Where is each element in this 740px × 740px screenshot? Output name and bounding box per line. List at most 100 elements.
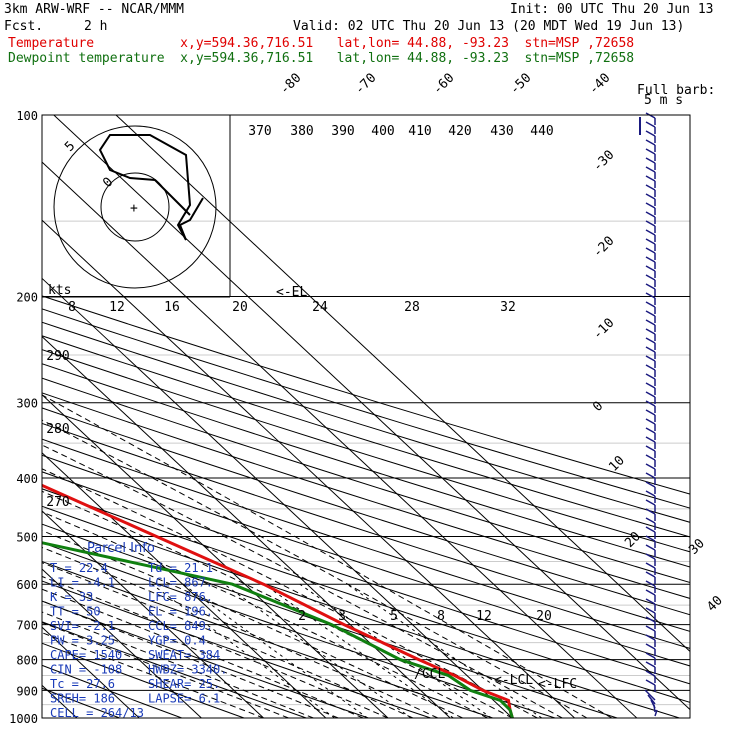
wind-barb-flag — [645, 436, 656, 443]
parcel-info-left: PW = 3.25 — [50, 634, 115, 648]
parcel-info-left: Tc = 27.6 — [50, 677, 115, 691]
wind-barb-flag — [645, 337, 656, 344]
wind-barb-flag — [645, 175, 656, 182]
hodograph: + kts 5 0 — [42, 115, 231, 298]
moist-adiabat — [42, 632, 264, 718]
speed-ring-label: 32 — [500, 300, 516, 315]
isotherm-label: 20 — [622, 529, 644, 551]
valid-time: Valid: 02 UTC Thu 20 Jun 13 (20 MDT Wed … — [293, 19, 685, 34]
wind-barb-flag — [645, 517, 656, 524]
isotherm-label: -10 — [590, 316, 617, 343]
full-barb-label: Full barb: — [637, 83, 715, 98]
parcel-info-left: SVI= -2.1 — [50, 619, 115, 633]
moist-adiabat — [42, 490, 513, 718]
pressure-label: 200 — [16, 291, 38, 305]
isotherm-label: 0 — [590, 399, 606, 415]
wind-barb-flag — [645, 319, 656, 326]
wind-barb — [654, 709, 658, 717]
parcel-info-right: LCL= 867. — [148, 576, 213, 590]
speed-ring-label: 8 — [68, 300, 76, 315]
wind-barb-flag — [645, 346, 656, 353]
isotherm — [42, 219, 576, 718]
hodograph-kts: kts — [48, 283, 71, 298]
mixing-ratio-label: 20 — [536, 609, 552, 624]
parcel-info-left: CAPE= 1540 — [50, 648, 122, 662]
level-annotation: <-LCL — [494, 673, 533, 688]
parcel-info-right: LAPSE= 6.1 — [148, 692, 220, 706]
isotherm-label: -20 — [590, 234, 617, 261]
isotherm — [42, 568, 203, 718]
wind-barb-flag — [645, 445, 656, 452]
theta-label: 410 — [408, 124, 431, 139]
pressure-label: 300 — [16, 397, 38, 411]
pressure-label: 700 — [16, 619, 38, 633]
parcel-info-left: CELL = 264/13 — [50, 706, 144, 720]
wind-barb-flag — [645, 247, 656, 254]
wind-barb-flag — [645, 472, 656, 479]
hodograph-ring — [100, 172, 170, 242]
wind-barb-flag — [645, 283, 656, 290]
wind-barb-flag — [645, 652, 656, 659]
speed-ring-label: 16 — [164, 300, 180, 315]
wind-barb-flag — [645, 643, 656, 650]
wind-barb-flag — [645, 193, 656, 200]
moist-adiabat — [42, 511, 488, 718]
model-title: 3km ARW-WRF -- NCAR/MMM — [4, 2, 185, 17]
isotherm — [42, 393, 389, 718]
isotherm — [0, 115, 28, 731]
dry-adiabat — [42, 560, 495, 718]
parcel-info-right: LFC= 876. — [148, 590, 213, 604]
hodograph-ring — [53, 125, 217, 289]
isotherm — [42, 452, 327, 718]
mixing-ratio-label: 12 — [476, 609, 492, 624]
isotherm-label: -50 — [507, 71, 534, 98]
isotherm-label: -70 — [352, 71, 379, 98]
dry-adiabat — [42, 392, 690, 599]
dry-adiabat — [42, 471, 690, 685]
isotherm — [42, 161, 638, 718]
hodograph-center: + — [130, 201, 138, 216]
wind-barb-flag — [645, 571, 656, 578]
mixing-ratio-label: 3 — [338, 609, 346, 624]
mixing-ratio-line — [223, 583, 412, 718]
parcel-info-left: LI = -4.1 — [50, 576, 115, 590]
wind-barb-flag — [645, 130, 656, 137]
theta-label: 390 — [331, 124, 354, 139]
wind-barb-flag — [645, 490, 656, 497]
wind-barb-flag — [645, 463, 656, 470]
wind-barb-flag — [645, 580, 656, 587]
wind-barb-flag — [645, 310, 656, 317]
wind-barb-flag — [645, 238, 656, 245]
forecast-hour: 2 h — [84, 19, 108, 34]
parcel-info-right: SWEAT= 384 — [148, 648, 220, 662]
isotherm-label: 40 — [704, 593, 726, 615]
dry-adiabat — [42, 488, 690, 703]
moist-adiabat — [42, 444, 563, 718]
moist-adiabat — [42, 530, 463, 718]
plot-area — [0, 115, 690, 731]
speed-ring-label: 12 — [109, 300, 125, 315]
moist-adiabat — [42, 622, 289, 718]
dry-adiabat — [42, 407, 690, 616]
wind-barb-flag — [645, 589, 656, 596]
pressure-label: 1000 — [9, 712, 38, 726]
theta-label: 270 — [46, 495, 69, 510]
wind-barb-flag — [645, 229, 656, 236]
wind-barb-flag — [645, 508, 656, 515]
moist-adiabat — [42, 562, 414, 718]
wind-barb-flag — [645, 625, 656, 632]
dry-adiabat — [42, 542, 557, 718]
isotherm — [42, 626, 140, 718]
wind-barb-flag — [645, 607, 656, 614]
moist-adiabat — [42, 546, 439, 718]
parcel-info-right: YGP= 0.4 — [148, 634, 206, 648]
theta-label: 370 — [248, 124, 271, 139]
wind-barb-flag — [645, 616, 656, 623]
wind-barb-flag — [645, 301, 656, 308]
pressure-label: 500 — [16, 530, 38, 544]
wind-barb — [653, 704, 656, 713]
wind-barb-flag — [645, 256, 656, 263]
wind-barb-flag — [645, 373, 656, 380]
dewpoint-profile — [42, 541, 514, 718]
mixing-ratio-label: 2 — [298, 609, 306, 624]
